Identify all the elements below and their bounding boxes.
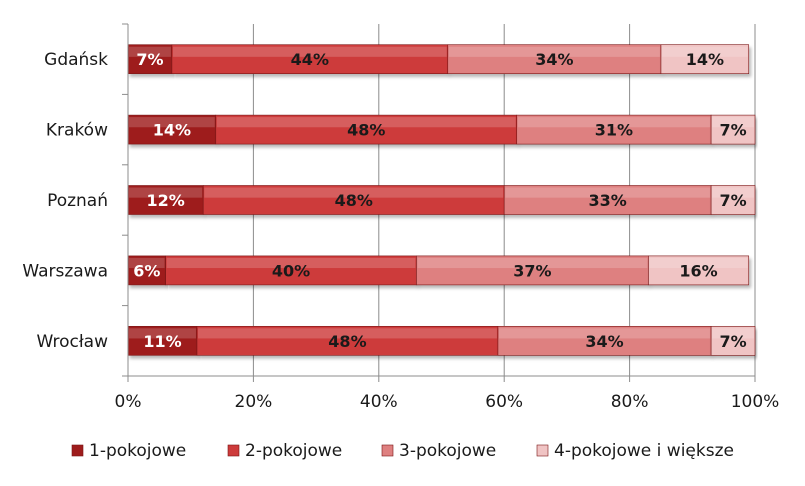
data-label: 7%: [719, 332, 746, 351]
legend-swatch-2-pokojowe: [227, 444, 240, 457]
bar-gdansk-4-pokojowe-i-wieksze: [660, 44, 750, 75]
bar-highlight: [204, 187, 504, 198]
data-label: 16%: [679, 261, 717, 280]
legend: 1-pokojowe 2-pokojowe 3-pokojowe 4-pokojowe…: [71, 441, 734, 461]
data-label: 48%: [335, 191, 373, 210]
bar-gdansk-1-pokojowe: [127, 44, 173, 75]
bar-highlight: [498, 328, 711, 339]
category-label-krakow: Kraków: [46, 121, 108, 141]
data-label: 12%: [146, 191, 184, 210]
bar-wroclaw-3-pokojowe: [497, 325, 712, 356]
bar-wroclaw-2-pokojowe: [196, 325, 499, 356]
data-label: 14%: [686, 50, 724, 69]
data-label: 48%: [347, 121, 385, 140]
data-label: 6%: [133, 261, 160, 280]
x-tick-label: 20%: [235, 392, 273, 412]
bars: [127, 44, 756, 356]
x-tick-label: 40%: [360, 392, 398, 412]
data-label: 14%: [153, 121, 191, 140]
x-tick-label: 100%: [731, 392, 780, 412]
bar-highlight: [649, 257, 748, 269]
bar-wroclaw-4-pokojowe-i-wieksze: [710, 325, 756, 356]
legend-label-4-pokojowe-i-wieksze: 4-pokojowe i większe: [554, 441, 734, 461]
legend-label-3-pokojowe: 3-pokojowe: [399, 441, 496, 461]
bar-warszawa-4-pokojowe-i-wieksze: [648, 255, 750, 286]
bar-krakow-2-pokojowe: [215, 114, 518, 145]
legend-swatch-1-pokojowe: [71, 444, 84, 457]
bar-highlight: [129, 46, 171, 57]
bar-highlight: [129, 117, 215, 128]
bar-wroclaw-1-pokojowe: [127, 325, 198, 356]
legend-swatch-3-pokojowe: [381, 444, 394, 457]
axes: Gdańsk Kraków Poznań Warszawa Wrocław 0% 20% 40…: [22, 23, 780, 412]
x-tick-label: 60%: [485, 392, 523, 412]
bar-highlight: [661, 46, 748, 57]
bar-highlight: [712, 187, 754, 198]
bar-highlight: [197, 328, 497, 339]
category-label-gdansk: Gdańsk: [44, 50, 108, 70]
legend-label-2-pokojowe: 2-pokojowe: [245, 441, 342, 461]
data-label: 40%: [272, 261, 310, 280]
x-tick-label: 80%: [611, 392, 649, 412]
data-label: 7%: [136, 50, 163, 69]
data-labels: 7% 44% 34% 14% 14% 48% 31% 7% 12% 48% 33% 7% 6% 40% 37…: [133, 50, 746, 351]
bar-warszawa-3-pokojowe: [416, 255, 649, 286]
x-tick-label: 0%: [115, 392, 142, 412]
bar-highlight: [129, 328, 196, 339]
bar-highlight: [448, 46, 660, 57]
data-label: 7%: [719, 191, 746, 210]
bar-krakow-1-pokojowe: [127, 114, 217, 145]
bar-highlight: [712, 117, 754, 128]
data-label: 33%: [589, 191, 627, 210]
data-label: 48%: [328, 332, 366, 351]
data-label: 34%: [535, 50, 573, 69]
bar-highlight: [505, 187, 711, 198]
data-label: 44%: [291, 50, 329, 69]
bar-highlight: [517, 117, 711, 128]
legend-swatch-4-pokojowe-i-wieksze: [536, 444, 549, 457]
bar-krakow-4-pokojowe-i-wieksze: [710, 114, 756, 145]
data-label: 37%: [513, 261, 551, 280]
bar-highlight: [172, 46, 447, 57]
bar-poznan-4-pokojowe-i-wieksze: [710, 185, 756, 215]
data-label: 7%: [719, 121, 746, 140]
bar-highlight: [712, 328, 754, 339]
category-label-wroclaw: Wrocław: [36, 332, 108, 352]
bar-highlight: [166, 257, 416, 269]
bar-highlight: [129, 257, 165, 269]
bar-gdansk-2-pokojowe: [171, 44, 449, 75]
bar-highlight: [216, 117, 516, 128]
category-label-poznan: Poznań: [47, 191, 108, 211]
bar-gdansk-3-pokojowe: [447, 44, 662, 75]
bar-warszawa-2-pokojowe: [165, 255, 417, 286]
bar-highlight: [129, 187, 203, 198]
bar-poznan-3-pokojowe: [503, 185, 712, 215]
legend-label-1-pokojowe: 1-pokojowe: [89, 441, 186, 461]
data-label: 31%: [595, 121, 633, 140]
bar-highlight: [417, 257, 648, 269]
data-label: 34%: [585, 332, 623, 351]
category-label-warszawa: Warszawa: [22, 261, 108, 281]
data-label: 11%: [143, 332, 181, 351]
